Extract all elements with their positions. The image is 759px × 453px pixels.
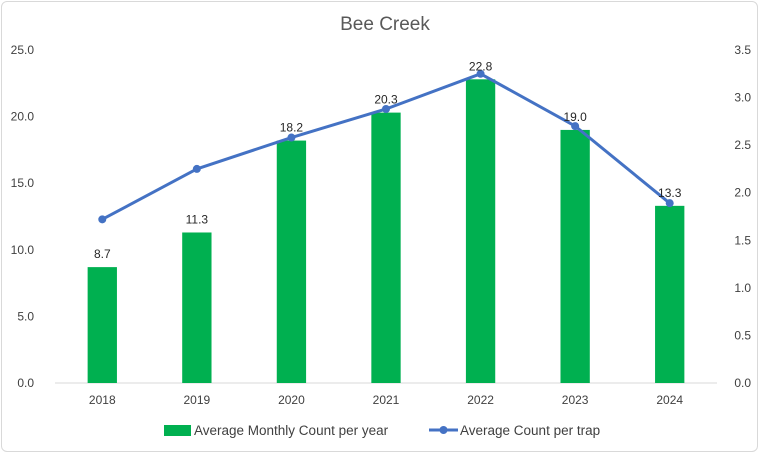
right-y-tick-label-0: 0.0 [734, 376, 751, 390]
line-point-2020 [287, 133, 296, 142]
chart-title: Bee Creek [340, 14, 430, 35]
bar-2019 [182, 232, 212, 383]
bar-2022 [465, 79, 496, 383]
bar-label-2021: 20.3 [374, 93, 398, 107]
bar-2023 [560, 129, 590, 383]
left-y-tick-label-0: 0.0 [17, 376, 34, 390]
x-tick-label-2018: 2018 [89, 393, 116, 407]
bar-2021 [371, 112, 401, 383]
bar-label-2020: 18.2 [280, 121, 304, 135]
left-y-tick-label-3: 15.0 [11, 176, 35, 190]
bar-2020 [276, 140, 307, 383]
right-y-tick-label-6: 3.0 [734, 91, 751, 105]
legend: Average Monthly Count per year Average C… [164, 423, 600, 438]
bar-label-2023: 19.0 [563, 110, 587, 124]
left-y-tick-label-5: 25.0 [11, 43, 35, 57]
x-tick-label-2024: 2024 [656, 393, 683, 407]
right-y-tick-label-4: 2.0 [734, 186, 751, 200]
bar-label-2022: 22.8 [469, 59, 493, 73]
bar-data-labels: 8.7 11.3 18.2 20.3 22.8 19.0 13.3 [94, 59, 682, 261]
bar-series [87, 79, 685, 383]
right-y-tick-label-3: 1.5 [734, 233, 751, 247]
x-tick-label-2023: 2023 [562, 393, 589, 407]
x-tick-label-2020: 2020 [278, 393, 305, 407]
legend-swatch-bar [164, 425, 191, 436]
left-y-tick-label-2: 10.0 [11, 243, 35, 257]
right-y-tick-label-5: 2.5 [734, 138, 751, 152]
legend-label-line: Average Count per trap [460, 423, 600, 438]
legend-marker-line [439, 426, 448, 434]
line-point-2018 [98, 215, 107, 224]
x-tick-label-2019: 2019 [184, 393, 211, 407]
bar-label-2018: 8.7 [94, 247, 111, 261]
bar-label-2024: 13.3 [658, 186, 682, 200]
right-y-axis: 0.0 0.5 1.0 1.5 2.0 2.5 3.0 3.5 [734, 43, 751, 390]
line-point-2021 [382, 104, 390, 113]
right-y-tick-label-7: 3.5 [734, 43, 751, 57]
bar-2018 [87, 267, 117, 383]
x-tick-label-2022: 2022 [467, 393, 494, 407]
left-y-tick-label-1: 5.0 [17, 309, 34, 323]
line-point-2019 [192, 164, 201, 173]
line-point-2022 [476, 69, 485, 78]
line-point-2023 [571, 122, 580, 131]
bar-2024 [655, 205, 685, 383]
x-tick-label-2021: 2021 [373, 393, 400, 407]
x-axis: 2018 2019 2020 2021 2022 2023 2024 [89, 393, 683, 407]
line-point-2024 [665, 199, 674, 208]
left-y-tick-label-4: 20.0 [11, 110, 35, 124]
right-y-tick-label-1: 0.5 [734, 328, 751, 342]
right-y-tick-label-2: 1.0 [734, 281, 751, 295]
line-series [98, 69, 674, 224]
legend-label-bar: Average Monthly Count per year [194, 423, 389, 438]
bar-label-2019: 11.3 [186, 212, 209, 226]
left-y-axis: 0.0 5.0 10.0 15.0 20.0 25.0 [11, 43, 35, 390]
